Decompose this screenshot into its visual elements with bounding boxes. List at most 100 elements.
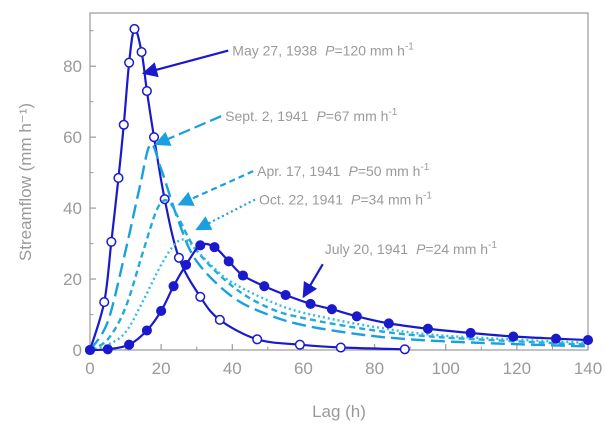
series-line [88,27,405,351]
annotation-date: July 20, 1941 [325,241,408,257]
data-point [99,297,110,308]
data-point [383,318,394,329]
annotation-p-exponent: -1 [405,42,414,53]
data-point [141,85,152,97]
data-point [129,23,140,35]
annotation-text: Sept. 2, 1941 P=67 mm h-1 [225,107,398,124]
annotation-p-exponent: -1 [420,162,429,173]
annotation-p-value: =120 mm h [334,43,404,59]
annotation-date: May 27, 1938 [232,43,317,59]
data-point [335,342,346,353]
annotation-text: July 20, 1941 P=24 mm h-1 [325,240,498,257]
data-point [124,339,135,350]
data-point [351,311,362,322]
x-axis: 0 20 40 60 80 100 120 140 [85,344,602,378]
data-point [195,291,206,302]
x-tick-label: 60 [294,359,313,378]
annotation-arrow [195,198,256,231]
data-point [508,331,519,342]
data-point [141,325,152,336]
annotation-p-symbol: P [325,43,335,59]
y-axis-title: Streamflow (mm h⁻¹) [16,103,35,261]
annotation-arrow [141,49,229,78]
data-point [237,270,249,281]
series-2 [88,142,589,351]
annotation-p-exponent: -1 [488,240,497,251]
annotation-p-value: =50 mm h [358,163,421,179]
data-point [252,334,263,345]
y-axis: 0 20 40 60 80 [63,30,96,360]
data-point [399,344,410,355]
data-point [326,304,337,315]
data-point [422,323,433,334]
data-point [173,252,184,263]
series-5 [84,240,594,356]
x-tick-label: 140 [574,359,602,378]
annotation-text: Apr. 17, 1941 P=50 mm h-1 [257,162,430,179]
series-layer [84,23,594,356]
y-tick-label: 0 [73,341,82,360]
annotation-p-symbol: P [316,108,326,124]
annotation-p-symbol: P [351,192,361,208]
series-line [88,142,589,351]
data-point [148,132,160,143]
series-4 [89,238,589,352]
y-tick-label: 40 [63,199,82,218]
data-point [113,172,124,184]
annotation-p-symbol: P [416,241,426,257]
x-tick-label: 80 [365,359,384,378]
data-point [305,298,316,309]
data-point [136,46,147,58]
data-point [156,305,167,317]
annotation-arrow [177,170,254,206]
x-axis-title: Lag (h) [312,402,366,421]
annotation-p-value: =67 mm h [326,108,389,124]
series-line [89,242,589,352]
data-point [195,240,206,251]
data-point [106,236,117,247]
annotation-p-exponent: -1 [423,191,432,202]
x-tick-label: 120 [503,359,531,378]
y-tick-label: 20 [63,270,82,289]
y-tick-label: 60 [63,128,82,147]
data-point [465,327,476,339]
plot-frame [89,12,589,351]
data-point [550,333,562,344]
data-point [294,339,305,350]
y-tick-label: 80 [63,57,82,76]
x-tick-label: 100 [432,359,460,378]
annotation-p-value: =24 mm h [425,241,488,257]
plot-area-border [89,12,589,351]
data-point [180,259,192,270]
series-line [89,199,589,352]
data-point [168,281,179,292]
annotation-arrow [154,115,222,146]
annotation-1: May 27, 1938 P=120 mm h-1 [141,42,414,78]
annotation-date: Oct. 22, 1941 [259,192,343,208]
annotation-2: Sept. 2, 1941 P=67 mm h-1 [154,107,398,146]
data-point [582,335,594,346]
annotation-3: Apr. 17, 1941 P=50 mm h-1 [177,162,430,206]
x-tick-label: 0 [85,359,94,378]
data-point [280,289,291,301]
data-point [118,119,129,130]
annotation-4: Oct. 22, 1941 P=34 mm h-1 [195,191,432,231]
data-point [102,344,113,355]
annotation-p-value: =34 mm h [360,192,423,208]
annotation-p-symbol: P [348,163,358,179]
annotation-p-exponent: -1 [388,107,397,118]
data-point [124,57,135,68]
series-line [89,238,589,352]
series-3 [89,199,589,352]
annotation-text: May 27, 1938 P=120 mm h-1 [232,42,414,59]
data-point [84,344,96,356]
x-tick-label: 20 [152,359,171,378]
annotation-date: Sept. 2, 1941 [225,108,309,124]
annotation-date: Apr. 17, 1941 [257,163,341,179]
data-point [214,314,225,325]
x-tick-label: 40 [223,359,242,378]
data-point [223,256,234,267]
annotation-5: July 20, 1941 P=24 mm h-1 [302,240,498,299]
